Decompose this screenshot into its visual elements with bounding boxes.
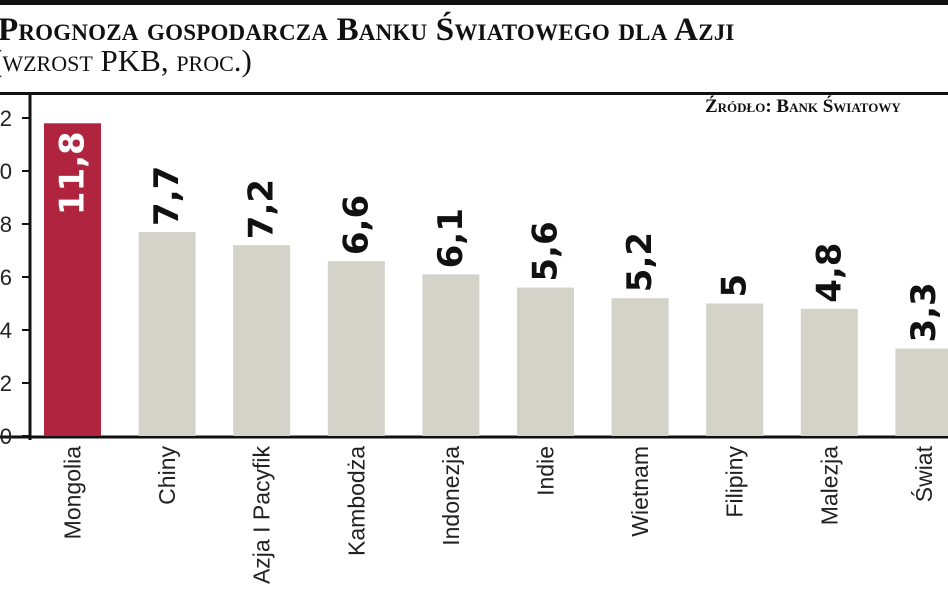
value-label: 6,6	[336, 195, 376, 255]
category-label: Malezja	[816, 446, 842, 525]
category-label: Świat	[910, 445, 937, 502]
bars	[44, 123, 948, 437]
bar-indonezja	[422, 274, 480, 436]
bar-azja-i-pacyfik	[233, 245, 291, 436]
category-label: Filipiny	[722, 446, 748, 518]
value-label: 7,7	[147, 166, 187, 226]
category-label: Azja I Pacyfik	[249, 446, 275, 585]
category-label: Wietnam	[627, 446, 653, 537]
bar-chiny	[138, 231, 196, 436]
source-note: Źródło: Bank Światowy	[705, 96, 901, 117]
value-label: 7,2	[242, 179, 282, 239]
top-rule	[0, 0, 948, 5]
category-label: Indie	[533, 446, 559, 496]
bar-mongolia	[44, 123, 101, 437]
bar-malezja	[800, 308, 858, 436]
value-label: 6,1	[431, 208, 471, 268]
value-label: 3,3	[904, 282, 944, 342]
category-label: Chiny	[154, 446, 180, 505]
header-rule	[0, 92, 948, 95]
chart-title: Prognoza gospodarcza Banku Światowego dl…	[0, 12, 735, 48]
category-label: Mongolia	[60, 446, 86, 540]
category-label: Kambodża	[343, 446, 369, 556]
value-label: 11,8	[53, 131, 93, 215]
y-tick-label: 0	[0, 424, 12, 449]
bar-kambodża	[327, 261, 385, 436]
y-axis: 0 2 4 6 8 10 12	[0, 106, 30, 449]
category-labels: Mongolia Chiny Azja I Pacyfik Kambodża Indon…	[60, 445, 937, 584]
bar-indie	[517, 287, 574, 436]
bar-wietnam	[611, 298, 669, 436]
category-label: Indonezja	[438, 446, 464, 546]
value-label: 5	[715, 274, 755, 298]
value-label: 5,2	[620, 232, 660, 292]
y-tick-label: 10	[0, 159, 12, 184]
value-label: 5,6	[526, 221, 566, 281]
y-tick-label: 2	[0, 371, 12, 396]
y-tick-label: 4	[0, 318, 12, 343]
value-label: 4,8	[809, 243, 849, 303]
y-tick-label: 8	[0, 212, 12, 237]
chart-subtitle: (wzrost PKB, proc.)	[0, 43, 252, 78]
bar-filipiny	[706, 303, 764, 436]
y-tick-label: 12	[0, 106, 12, 131]
bar-świat	[895, 348, 948, 436]
value-labels: 11,8 7,7 7,2 6,6 6,1 5,6 5,2 5 4,8 3,3	[53, 131, 944, 342]
y-tick-label: 6	[0, 265, 12, 290]
